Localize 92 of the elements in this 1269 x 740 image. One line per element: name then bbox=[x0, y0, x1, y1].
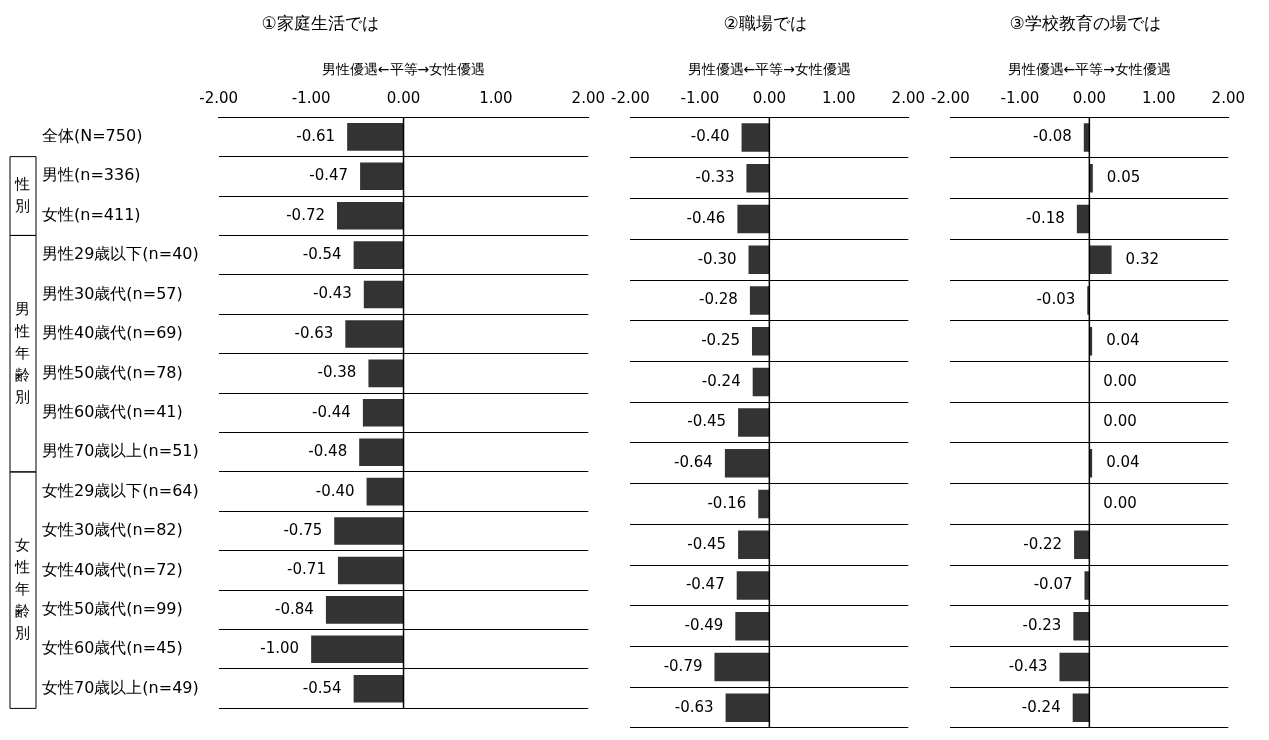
text: 性別 bbox=[13, 174, 30, 215]
data-label: -0.49 bbox=[684, 616, 724, 635]
x-axis-title: 男性優遇←平等→女性優遇 bbox=[321, 61, 486, 78]
data-label: -0.07 bbox=[1033, 575, 1073, 594]
data-label: -0.46 bbox=[686, 208, 726, 227]
x-tick-label: -2.00 bbox=[931, 89, 970, 108]
data-label: -0.43 bbox=[1008, 656, 1048, 675]
y-tick-label: 男性30歳代(n=57) bbox=[42, 283, 183, 303]
data-label: -0.24 bbox=[1021, 697, 1061, 716]
data-label: -0.22 bbox=[1023, 534, 1063, 553]
x-tick-label: -2.00 bbox=[611, 89, 650, 108]
x-tick-label: 0.00 bbox=[1072, 89, 1107, 108]
data-label: -1.00 bbox=[260, 639, 300, 658]
x-axis-title: 男性優遇←平等→女性優遇 bbox=[687, 61, 852, 78]
bar bbox=[1084, 571, 1090, 600]
data-label: -0.33 bbox=[695, 168, 735, 187]
bar bbox=[1073, 611, 1090, 641]
data-label: -0.48 bbox=[308, 442, 348, 461]
data-label: -0.64 bbox=[674, 453, 713, 472]
data-label: -0.61 bbox=[296, 126, 336, 145]
bar bbox=[1059, 652, 1090, 682]
data-label: -0.79 bbox=[663, 656, 703, 675]
y-tick-label: 全体(N=750) bbox=[42, 126, 143, 146]
data-label: -0.38 bbox=[317, 363, 357, 382]
data-label: 0.04 bbox=[1106, 453, 1140, 472]
chart-title: ①家庭生活では bbox=[261, 12, 379, 33]
data-label: -0.45 bbox=[687, 534, 727, 553]
data-label: -0.40 bbox=[315, 481, 355, 500]
data-label: -0.25 bbox=[701, 331, 740, 350]
data-label: -0.08 bbox=[1032, 127, 1072, 146]
data-label: -0.75 bbox=[283, 520, 323, 539]
bar bbox=[1089, 245, 1112, 274]
data-label: -0.18 bbox=[1026, 208, 1065, 227]
data-label: -0.63 bbox=[674, 697, 714, 716]
x-tick-label: -1.00 bbox=[680, 89, 720, 108]
y-tick-label: 女性70歳以上(n=49) bbox=[42, 677, 199, 697]
x-tick-label: 1.00 bbox=[479, 89, 513, 108]
x-tick-label: 1.00 bbox=[1142, 89, 1176, 108]
data-label: -0.03 bbox=[1036, 290, 1076, 309]
y-tick-label: 男性40歳代(n=69) bbox=[42, 323, 183, 343]
x-tick-label: 1.00 bbox=[822, 89, 856, 108]
y-tick-label: 女性60歳代(n=45) bbox=[42, 638, 183, 658]
data-label: -0.28 bbox=[699, 290, 738, 309]
bar bbox=[1083, 123, 1090, 152]
data-label: 0.00 bbox=[1103, 371, 1137, 390]
data-label: -0.47 bbox=[309, 166, 349, 185]
x-tick-label: -2.00 bbox=[199, 89, 239, 108]
x-tick-label: 2.00 bbox=[891, 89, 925, 108]
x-tick-label: -1.00 bbox=[1000, 89, 1040, 108]
y-tick-label: 女性29歳以下(n=64) bbox=[42, 480, 199, 500]
data-label: -0.71 bbox=[287, 560, 326, 579]
y-tick-label: 男性70歳以上(n=51) bbox=[42, 441, 199, 461]
data-label: -0.23 bbox=[1022, 616, 1062, 635]
data-label: -0.16 bbox=[707, 493, 747, 512]
y-tick-label: 男性29歳以下(n=40) bbox=[42, 244, 199, 264]
x-tick-label: 0.00 bbox=[752, 89, 787, 108]
x-tick-label: 2.00 bbox=[1211, 89, 1245, 108]
text: 女性年齢別 bbox=[13, 536, 30, 643]
x-axis-title: 男性優遇←平等→女性優遇 bbox=[1007, 61, 1172, 78]
data-label: 0.00 bbox=[1103, 412, 1137, 431]
data-label: -0.63 bbox=[294, 323, 334, 342]
data-label: -0.44 bbox=[312, 402, 351, 421]
data-label: -0.40 bbox=[690, 127, 730, 146]
x-tick-label: -1.00 bbox=[291, 89, 331, 108]
text: 男性年齢別 bbox=[13, 299, 30, 406]
data-label: -0.47 bbox=[685, 575, 725, 594]
x-tick-label: 2.00 bbox=[571, 89, 605, 108]
data-label: 0.00 bbox=[1103, 493, 1137, 512]
data-label: -0.72 bbox=[286, 205, 326, 224]
bar bbox=[1076, 204, 1090, 234]
y-tick-label: 男性(n=336) bbox=[42, 165, 141, 185]
data-label: 0.04 bbox=[1106, 331, 1140, 350]
y-tick-label: 女性30歳代(n=82) bbox=[42, 520, 183, 540]
data-label: -0.30 bbox=[697, 249, 737, 268]
data-label: -0.54 bbox=[302, 245, 342, 264]
data-label: 0.05 bbox=[1106, 168, 1141, 187]
chart-title: ③学校教育の場では bbox=[1009, 12, 1161, 33]
data-label: -0.24 bbox=[701, 371, 741, 390]
y-tick-label: 女性40歳代(n=72) bbox=[42, 559, 183, 579]
data-label: -0.43 bbox=[312, 284, 352, 303]
y-tick-label: 男性50歳代(n=78) bbox=[42, 362, 183, 382]
y-tick-label: 女性(n=411) bbox=[42, 204, 141, 224]
data-label: -0.84 bbox=[275, 599, 314, 618]
y-tick-label: 女性50歳代(n=99) bbox=[42, 599, 183, 619]
chart-title: ②職場では bbox=[723, 12, 807, 33]
y-tick-label: 男性60歳代(n=41) bbox=[42, 401, 183, 421]
bar bbox=[1074, 530, 1090, 560]
bar bbox=[1072, 693, 1090, 722]
data-label: -0.54 bbox=[302, 678, 342, 697]
data-label: -0.45 bbox=[687, 412, 727, 431]
x-tick-label: 0.00 bbox=[386, 89, 421, 108]
data-label: 0.32 bbox=[1125, 249, 1159, 268]
